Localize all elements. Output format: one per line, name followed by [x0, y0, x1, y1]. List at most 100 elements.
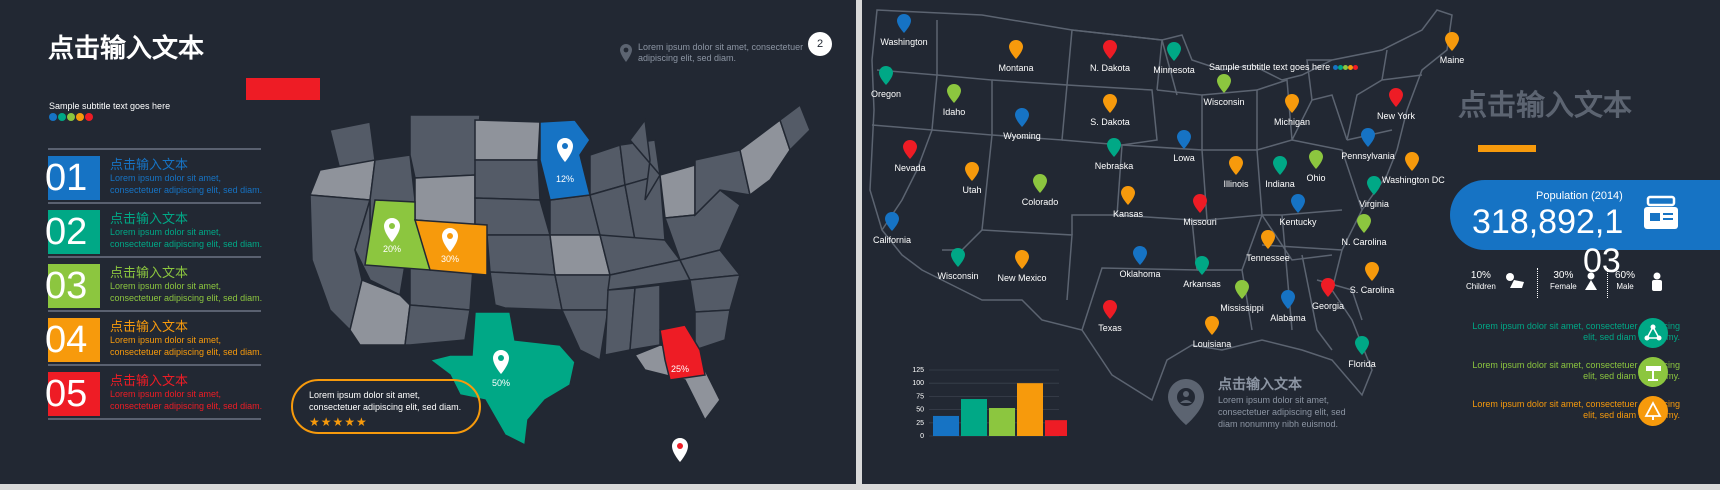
dot [67, 113, 75, 121]
item-heading: 点击输入文本 [110, 211, 189, 226]
white-pin-icon [672, 438, 688, 462]
y-tick-label: 0 [920, 433, 924, 440]
map-pin-icon [1365, 262, 1379, 281]
map-pin-icon [1103, 300, 1117, 319]
state-label: New Mexico [997, 273, 1047, 283]
item-number: 03 [45, 265, 88, 307]
map-pin-icon [1107, 138, 1121, 157]
map-state [694, 309, 731, 352]
chart-bars [933, 383, 1067, 436]
state-marker: Washington [874, 14, 934, 47]
map-state [659, 164, 696, 219]
state-label: Kentucky [1279, 217, 1317, 227]
white-pin-icon [384, 218, 400, 242]
bar-chart: 0 25 50 75 100 125 [912, 367, 1067, 440]
state-marker: Nevada [880, 140, 940, 173]
state-label: Florida [1348, 359, 1376, 369]
list-item: 01 点击输入文本 Lorem ipsum dolor sit amet, co… [45, 148, 262, 202]
map-pin-icon [1121, 186, 1135, 205]
demographic-female: 30% Female [1550, 270, 1577, 292]
state-label: Michigan [1273, 117, 1311, 127]
state-marker: Texas [1080, 300, 1140, 333]
state-label: Oregon [870, 89, 902, 99]
map-state [554, 274, 611, 311]
feature-text: Lorem ipsum dolor sit amet, consectetuer… [1472, 360, 1680, 381]
demographic-male: 60% Male [1615, 270, 1635, 292]
state-marker: Maine [1422, 32, 1482, 65]
state-marker: Lowa [1154, 130, 1214, 163]
map-state [739, 118, 791, 197]
state-label: S. Carolina [1349, 285, 1395, 295]
state-label: Indiana [1265, 179, 1295, 189]
item-text: Lorem ipsum dolor sit amet, consectetuer… [110, 227, 263, 249]
map-state [629, 284, 661, 351]
map-pin-icon [1291, 194, 1305, 213]
printer-icon [1644, 195, 1678, 229]
orange-accent-bar [1478, 145, 1536, 152]
state-marker: N. Carolina [1334, 214, 1394, 247]
population-card: Population (2014) 318,892,1 [1450, 180, 1720, 250]
dot [58, 113, 66, 121]
map-state-georgia [659, 324, 706, 381]
quote-text: Lorem ipsum dolor sit amet, consectetuer… [309, 390, 462, 412]
demographic-children: 10% Children [1466, 270, 1496, 292]
demographic-pct: 10% [1470, 270, 1491, 281]
state-marker: Ohio [1286, 150, 1346, 183]
location-pin-icon [620, 44, 632, 62]
map-state [779, 103, 811, 152]
demographic-pct: 60% [1615, 270, 1636, 281]
item-number: 01 [45, 157, 88, 199]
state-label: Nebraska [1094, 161, 1134, 171]
state-marker: Montana [986, 40, 1046, 73]
map-state [694, 149, 751, 217]
callout-text: Sample subtitle text goes here [1209, 62, 1331, 72]
bar [1017, 383, 1043, 436]
map-state [308, 159, 376, 201]
y-tick-label: 50 [916, 407, 924, 414]
number-box [48, 372, 100, 416]
map-state [409, 114, 481, 179]
map-pin-icon [885, 212, 899, 231]
state-label: Wisconsin [1203, 97, 1245, 107]
state-marker: Illinois [1206, 156, 1266, 189]
map-pin-icon [903, 140, 917, 159]
map-pin-icon [1009, 40, 1023, 59]
map-state [486, 234, 556, 276]
map-pin-icon [1285, 94, 1299, 113]
number-box [48, 210, 100, 254]
map-pin-icon [951, 248, 965, 267]
map-state [560, 309, 609, 362]
map-state [414, 174, 476, 226]
demographic-label: Children [1466, 282, 1496, 291]
state-label: Kansas [1112, 209, 1144, 219]
slide-title: 点击输入文本 [1458, 90, 1633, 122]
baby-icon [1506, 273, 1524, 288]
feature-text: Lorem ipsum dolor sit amet, consectetuer… [1472, 321, 1680, 342]
white-pin-icon [557, 138, 573, 162]
slide-subtitle: Sample subtitle text goes here [49, 101, 171, 111]
state-label: S. Dakota [1090, 117, 1130, 127]
map-pin-icon [947, 84, 961, 103]
number-box [48, 318, 100, 362]
state-marker: Wyoming [992, 108, 1052, 141]
demographic-label: Female [1550, 282, 1577, 291]
item-heading: 点击输入文本 [110, 157, 189, 172]
item-heading: 点击输入文本 [110, 319, 189, 334]
pct-label: 50% [492, 378, 510, 388]
state-label: Wisconsin [937, 271, 979, 281]
state-label: Tennessee [1246, 253, 1290, 263]
state-marker: Minnesota [1144, 42, 1204, 75]
state-marker: Indiana [1250, 156, 1310, 189]
state-label: Alabama [1270, 313, 1306, 323]
map-pin-icon [1355, 336, 1369, 355]
state-label: Minnesota [1153, 65, 1195, 75]
map-pin-icon [897, 14, 911, 33]
item-number: 02 [45, 211, 88, 253]
y-tick-label: 25 [916, 420, 924, 427]
state-label: Washington [880, 37, 928, 47]
state-marker: Utah [942, 162, 1002, 195]
map-pin-icon [1445, 32, 1459, 51]
demographic-label: Male [1616, 282, 1634, 291]
state-marker: Nebraska [1084, 138, 1144, 171]
map-pin-icon [1177, 130, 1191, 149]
